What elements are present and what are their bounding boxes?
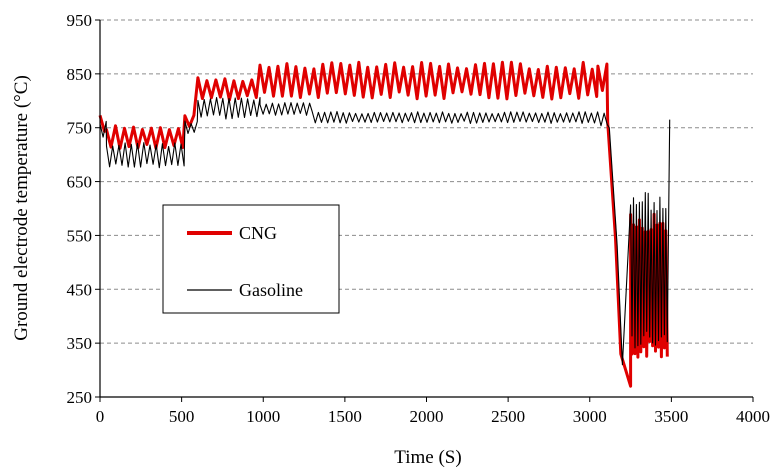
x-tick-label: 3500	[654, 407, 688, 426]
y-tick-label: 350	[67, 334, 93, 353]
legend: CNG Gasoline	[162, 204, 340, 314]
x-tick-label: 2000	[410, 407, 444, 426]
legend-label-gasoline: Gasoline	[239, 280, 303, 300]
x-axis-title: Time (S)	[394, 447, 461, 467]
y-tick-label: 850	[67, 65, 93, 84]
legend-label-cng: CNG	[239, 223, 277, 243]
x-tick-label: 500	[169, 407, 195, 426]
x-tick-label: 0	[96, 407, 105, 426]
x-tick-label: 2500	[491, 407, 525, 426]
y-tick-label: 650	[67, 173, 93, 192]
y-tick-label: 750	[67, 119, 93, 138]
x-tick-label: 1500	[328, 407, 362, 426]
series-layer	[98, 60, 671, 388]
legend-box	[162, 204, 340, 314]
x-tick-label: 1000	[246, 407, 280, 426]
x-tick-label: 3000	[573, 407, 607, 426]
x-tick-label: 4000	[736, 407, 770, 426]
y-tick-label: 550	[67, 226, 93, 245]
ticks: 250 350 450 550 650 750 850 950 0 500 1000 1500 2000…	[67, 11, 771, 426]
y-tick-label: 450	[67, 280, 93, 299]
series-line-gasoline	[99, 97, 671, 366]
y-tick-label: 250	[67, 388, 93, 407]
y-axis-title: Ground electrode temperature (°C)	[11, 75, 32, 341]
y-tick-label: 950	[67, 11, 93, 30]
